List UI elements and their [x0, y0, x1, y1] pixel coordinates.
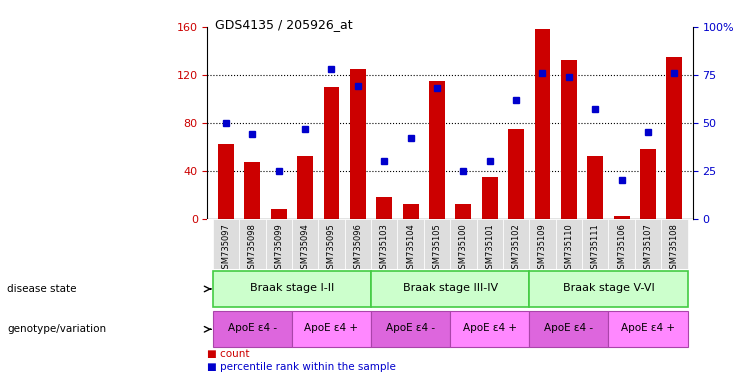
Bar [245, 162, 260, 219]
Bar [371, 219, 397, 269]
Bar [270, 209, 287, 219]
Text: GDS4135 / 205926_at: GDS4135 / 205926_at [215, 18, 353, 31]
Text: Braak stage V-VI: Braak stage V-VI [562, 283, 654, 293]
Text: GSM735107: GSM735107 [643, 223, 653, 274]
Bar [529, 271, 688, 307]
Text: Braak stage I-II: Braak stage I-II [250, 283, 334, 293]
Bar [424, 219, 451, 269]
Text: GSM735108: GSM735108 [670, 223, 679, 274]
Bar [534, 29, 551, 219]
Text: GSM735103: GSM735103 [379, 223, 389, 274]
Bar [371, 271, 529, 307]
Bar [476, 219, 503, 269]
Bar [345, 219, 371, 269]
Text: GSM735101: GSM735101 [485, 223, 494, 274]
Bar [429, 81, 445, 219]
Bar [635, 219, 661, 269]
Bar [582, 219, 608, 269]
Bar [640, 149, 656, 219]
Text: ApoE ε4 +: ApoE ε4 + [462, 323, 516, 333]
Text: ■ percentile rank within the sample: ■ percentile rank within the sample [207, 362, 396, 372]
Bar [661, 219, 688, 269]
Text: GSM735106: GSM735106 [617, 223, 626, 274]
Text: GSM735105: GSM735105 [433, 223, 442, 274]
Bar [376, 197, 392, 219]
Bar [239, 219, 265, 269]
Bar [666, 57, 682, 219]
Text: GSM735109: GSM735109 [538, 223, 547, 274]
Text: GSM735099: GSM735099 [274, 223, 283, 274]
Bar [451, 311, 529, 348]
Bar [588, 157, 603, 219]
Bar [529, 219, 556, 269]
Bar [213, 271, 371, 307]
Bar [556, 219, 582, 269]
Bar [350, 69, 366, 219]
Bar [324, 87, 339, 219]
Text: GSM735098: GSM735098 [247, 223, 257, 274]
Bar [482, 177, 498, 219]
Text: GSM735102: GSM735102 [511, 223, 521, 274]
Bar [529, 311, 608, 348]
Bar [608, 219, 635, 269]
Text: GSM735104: GSM735104 [406, 223, 415, 274]
Text: ApoE ε4 -: ApoE ε4 - [227, 323, 277, 333]
Text: GSM735095: GSM735095 [327, 223, 336, 274]
Text: GSM735097: GSM735097 [222, 223, 230, 274]
Bar [213, 311, 292, 348]
Bar [371, 311, 451, 348]
Bar [297, 157, 313, 219]
Text: ApoE ε4 -: ApoE ε4 - [545, 323, 594, 333]
Bar [397, 219, 424, 269]
Bar [508, 129, 524, 219]
Bar [265, 219, 292, 269]
Bar [292, 311, 371, 348]
Text: GSM735110: GSM735110 [565, 223, 574, 274]
Bar [213, 219, 239, 269]
Bar [503, 219, 529, 269]
Bar [561, 60, 576, 219]
Bar [218, 144, 234, 219]
Bar [608, 311, 688, 348]
Bar [451, 219, 476, 269]
Text: GSM735094: GSM735094 [301, 223, 310, 274]
Text: GSM735111: GSM735111 [591, 223, 599, 274]
Bar [614, 217, 630, 219]
Text: GSM735100: GSM735100 [459, 223, 468, 274]
Bar [319, 219, 345, 269]
Bar [456, 204, 471, 219]
Bar [292, 219, 319, 269]
Text: ApoE ε4 +: ApoE ε4 + [305, 323, 359, 333]
Text: ApoE ε4 -: ApoE ε4 - [386, 323, 435, 333]
Text: GSM735096: GSM735096 [353, 223, 362, 274]
Text: ApoE ε4 +: ApoE ε4 + [621, 323, 675, 333]
Text: Braak stage III-IV: Braak stage III-IV [402, 283, 498, 293]
Text: disease state: disease state [7, 284, 77, 294]
Bar [402, 204, 419, 219]
Text: genotype/variation: genotype/variation [7, 324, 107, 334]
Text: ■ count: ■ count [207, 349, 250, 359]
